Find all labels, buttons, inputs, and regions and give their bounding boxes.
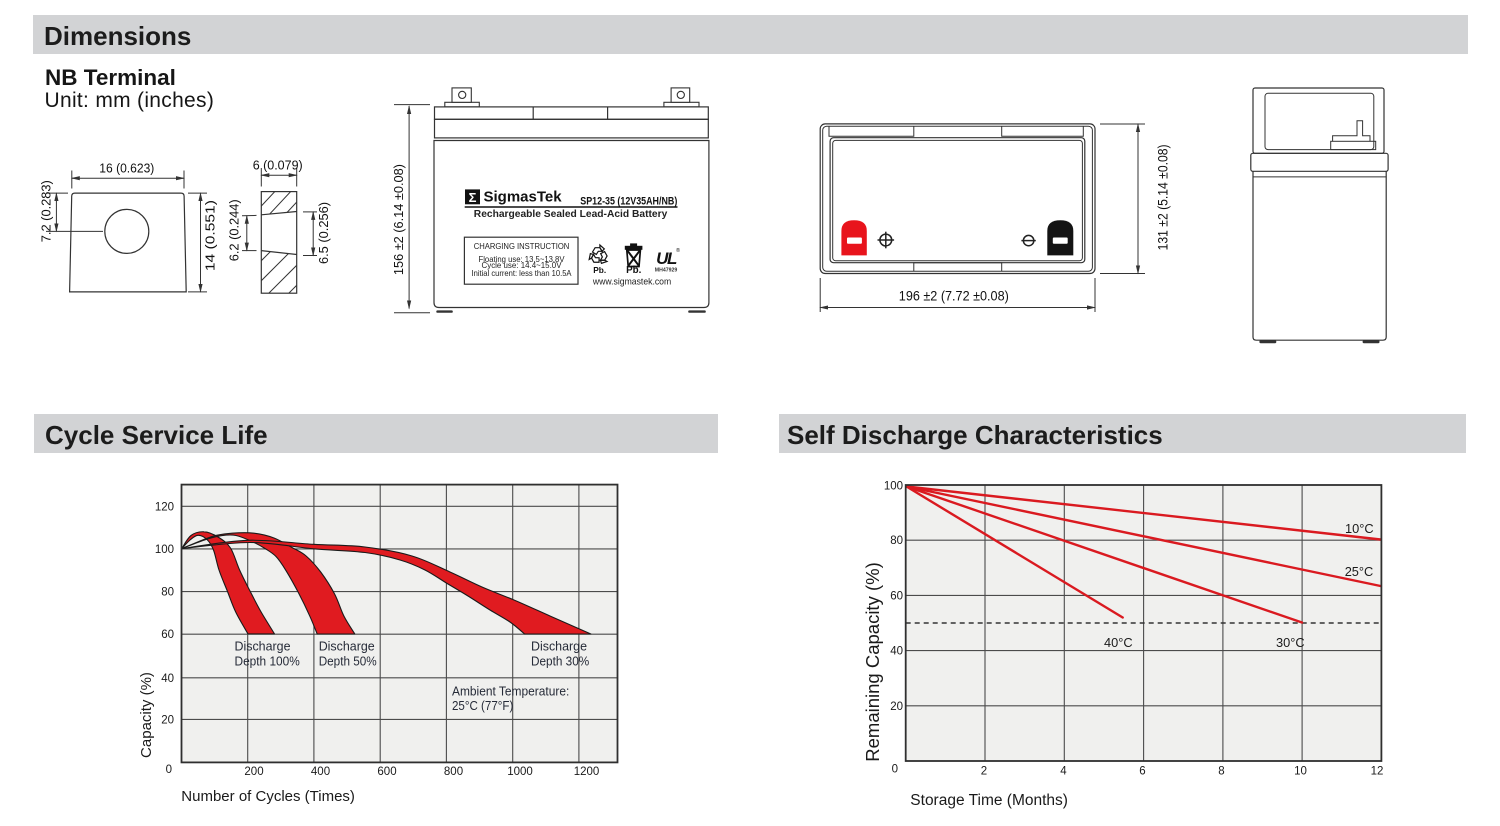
svg-text:16 (0.623): 16 (0.623) [99,161,154,176]
svg-text:Ambient Temperature:: Ambient Temperature: [452,684,569,699]
svg-text:6 (0.079): 6 (0.079) [253,158,303,173]
svg-text:Number of Cycles (Times): Number of Cycles (Times) [181,788,355,805]
svg-text:Rechargeable Sealed Lead-Acid: Rechargeable Sealed Lead-Acid Battery [474,209,668,220]
svg-text:60: 60 [161,629,174,641]
svg-text:20: 20 [890,701,903,713]
svg-text:40: 40 [161,673,174,685]
svg-text:Pb.: Pb. [626,265,642,276]
svg-text:Discharge: Discharge [319,639,375,654]
svg-text:100: 100 [155,544,174,556]
svg-text:8: 8 [1218,766,1224,778]
svg-text:25°C: 25°C [1345,564,1374,579]
svg-text:80: 80 [161,587,174,599]
svg-text:100: 100 [884,481,903,493]
svg-text:30°C: 30°C [1276,635,1305,650]
svg-text:14 (0.551): 14 (0.551) [203,200,218,271]
svg-text:60: 60 [890,590,903,602]
svg-text:600: 600 [377,766,396,778]
svg-text:SigmasTek: SigmasTek [484,189,563,206]
svg-text:6: 6 [1139,766,1145,778]
svg-text:MH47929: MH47929 [655,268,678,274]
svg-text:800: 800 [444,766,463,778]
svg-text:www.sigmastek.com: www.sigmastek.com [592,276,672,286]
svg-text:Pb.: Pb. [593,265,606,275]
svg-text:80: 80 [890,535,903,547]
svg-text:Initial current: less than 10.: Initial current: less than 10.5A [472,269,572,278]
svg-text:1200: 1200 [574,766,600,778]
svg-text:40°C: 40°C [1104,635,1133,650]
svg-text:Capacity (%): Capacity (%) [138,672,155,758]
svg-text:6.2 (0.244): 6.2 (0.244) [226,199,241,261]
svg-text:Σ: Σ [469,190,477,205]
svg-text:12: 12 [1371,766,1384,778]
svg-text:120: 120 [155,501,174,513]
svg-text:CHARGING INSTRUCTION: CHARGING INSTRUCTION [474,241,570,251]
svg-text:®: ® [676,247,680,254]
svg-text:10: 10 [1294,766,1307,778]
svg-text:0: 0 [892,764,898,776]
svg-text:4: 4 [1060,766,1067,778]
svg-text:SP12-35 (12V35AH/NB): SP12-35 (12V35AH/NB) [580,196,677,208]
svg-text:156 ±2 (6.14 ±0.08): 156 ±2 (6.14 ±0.08) [391,164,406,275]
svg-text:Floating use: 13.5~13.8V: Floating use: 13.5~13.8V [479,255,565,264]
svg-text:Remaining Capacity (%): Remaining Capacity (%) [862,562,883,761]
svg-text:1000: 1000 [507,766,533,778]
svg-text:Depth 50%: Depth 50% [319,654,377,669]
svg-text:Depth 30%: Depth 30% [531,654,590,669]
svg-text:7.2 (0.283): 7.2 (0.283) [39,180,54,242]
svg-text:Depth 100%: Depth 100% [235,654,301,669]
svg-text:131 ±2 (5.14 ±0.08): 131 ±2 (5.14 ±0.08) [1155,144,1170,250]
svg-text:6.5 (0.256): 6.5 (0.256) [316,202,331,264]
svg-text:20: 20 [161,714,174,726]
svg-text:25°C (77°F): 25°C (77°F) [452,698,513,713]
svg-text:Storage Time (Months): Storage Time (Months) [910,792,1068,809]
svg-text:0: 0 [166,764,172,776]
svg-text:UL: UL [656,249,677,268]
svg-text:200: 200 [244,766,263,778]
svg-text:10°C: 10°C [1345,521,1374,536]
svg-text:40: 40 [890,646,903,658]
svg-text:196 ±2 (7.72 ±0.08): 196 ±2 (7.72 ±0.08) [899,289,1009,304]
svg-text:Discharge: Discharge [235,639,291,654]
svg-text:400: 400 [311,766,330,778]
svg-text:2: 2 [981,766,987,778]
svg-text:Cycle use: 14.4~15.0V: Cycle use: 14.4~15.0V [482,261,563,270]
svg-text:Discharge: Discharge [531,639,587,654]
